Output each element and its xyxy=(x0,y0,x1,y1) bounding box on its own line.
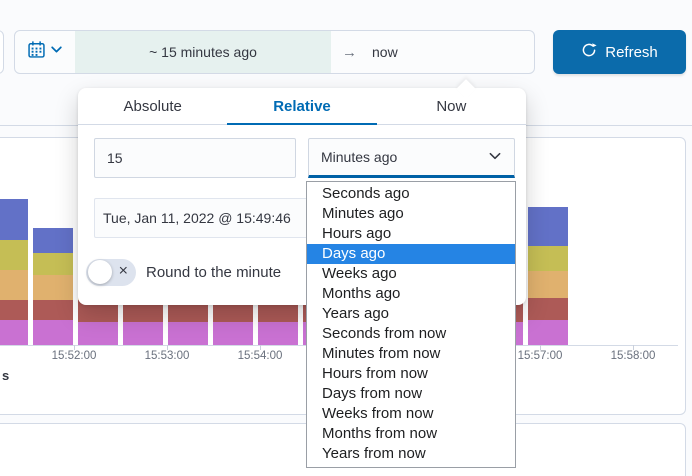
round-toggle-label: Round to the minute xyxy=(146,263,282,281)
unit-option[interactable]: Seconds ago xyxy=(322,185,410,202)
range-arrow-icon: → xyxy=(342,43,357,61)
start-date-button[interactable]: ~ 15 minutes ago xyxy=(75,31,331,73)
round-toggle[interactable]: × xyxy=(86,258,136,286)
unit-option[interactable]: Days ago xyxy=(307,244,515,264)
super-date-picker: ~ 15 minutes ago → now xyxy=(14,30,535,74)
end-date-label: now xyxy=(372,44,398,60)
round-switch-row: × Round to the minute xyxy=(86,258,281,286)
tab-relative[interactable]: Relative xyxy=(227,88,377,125)
refresh-button[interactable]: Refresh xyxy=(553,30,686,74)
unit-option[interactable]: Seconds from now xyxy=(322,325,447,342)
toggle-knob xyxy=(88,259,112,284)
unit-option[interactable]: Weeks ago xyxy=(322,265,397,282)
unit-select-value: Minutes ago xyxy=(321,149,398,165)
unit-option[interactable]: Days from now xyxy=(322,385,423,402)
date-preview-value: Tue, Jan 11, 2022 @ 15:49:46 xyxy=(103,210,291,226)
query-bar-edge xyxy=(0,30,4,74)
refresh-label: Refresh xyxy=(605,43,658,61)
unit-option[interactable]: Hours from now xyxy=(322,365,428,382)
amount-input[interactable] xyxy=(94,138,296,178)
unit-select-chevron-icon xyxy=(488,149,502,166)
tab-now[interactable]: Now xyxy=(436,97,467,115)
quick-select-button[interactable] xyxy=(15,31,75,73)
unit-select[interactable]: Minutes ago xyxy=(308,138,515,178)
tab-absolute[interactable]: Absolute xyxy=(123,97,182,115)
tab-row: Absolute Relative Now xyxy=(78,88,526,125)
unit-option[interactable]: Minutes from now xyxy=(322,345,441,362)
unit-option[interactable]: Minutes ago xyxy=(322,205,404,222)
unit-option[interactable]: Months ago xyxy=(322,285,401,302)
refresh-icon xyxy=(581,42,597,62)
chevron-down-icon xyxy=(50,43,63,61)
end-date-button[interactable]: → now xyxy=(331,31,534,73)
unit-option[interactable]: Weeks from now xyxy=(322,405,434,422)
unit-option[interactable]: Months from now xyxy=(322,425,438,442)
calendar-icon xyxy=(27,41,45,63)
unit-option[interactable]: Years ago xyxy=(322,305,390,322)
unit-option[interactable]: Hours ago xyxy=(322,225,392,242)
unit-option[interactable]: Years from now xyxy=(322,445,426,462)
unit-dropdown-list[interactable]: Seconds ago Minutes ago Hours ago Days ago W… xyxy=(306,181,516,468)
toggle-off-x-icon: × xyxy=(118,262,128,280)
start-date-label: ~ 15 minutes ago xyxy=(149,44,257,60)
